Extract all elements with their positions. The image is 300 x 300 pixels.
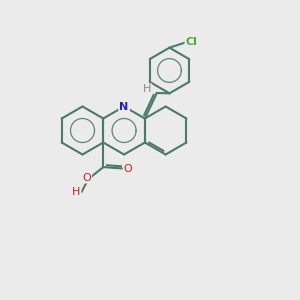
Text: Cl: Cl <box>185 37 197 47</box>
Text: N: N <box>119 101 129 112</box>
Text: H: H <box>143 84 152 94</box>
Text: H: H <box>72 187 80 197</box>
Text: O: O <box>82 172 91 183</box>
Text: O: O <box>124 164 132 174</box>
